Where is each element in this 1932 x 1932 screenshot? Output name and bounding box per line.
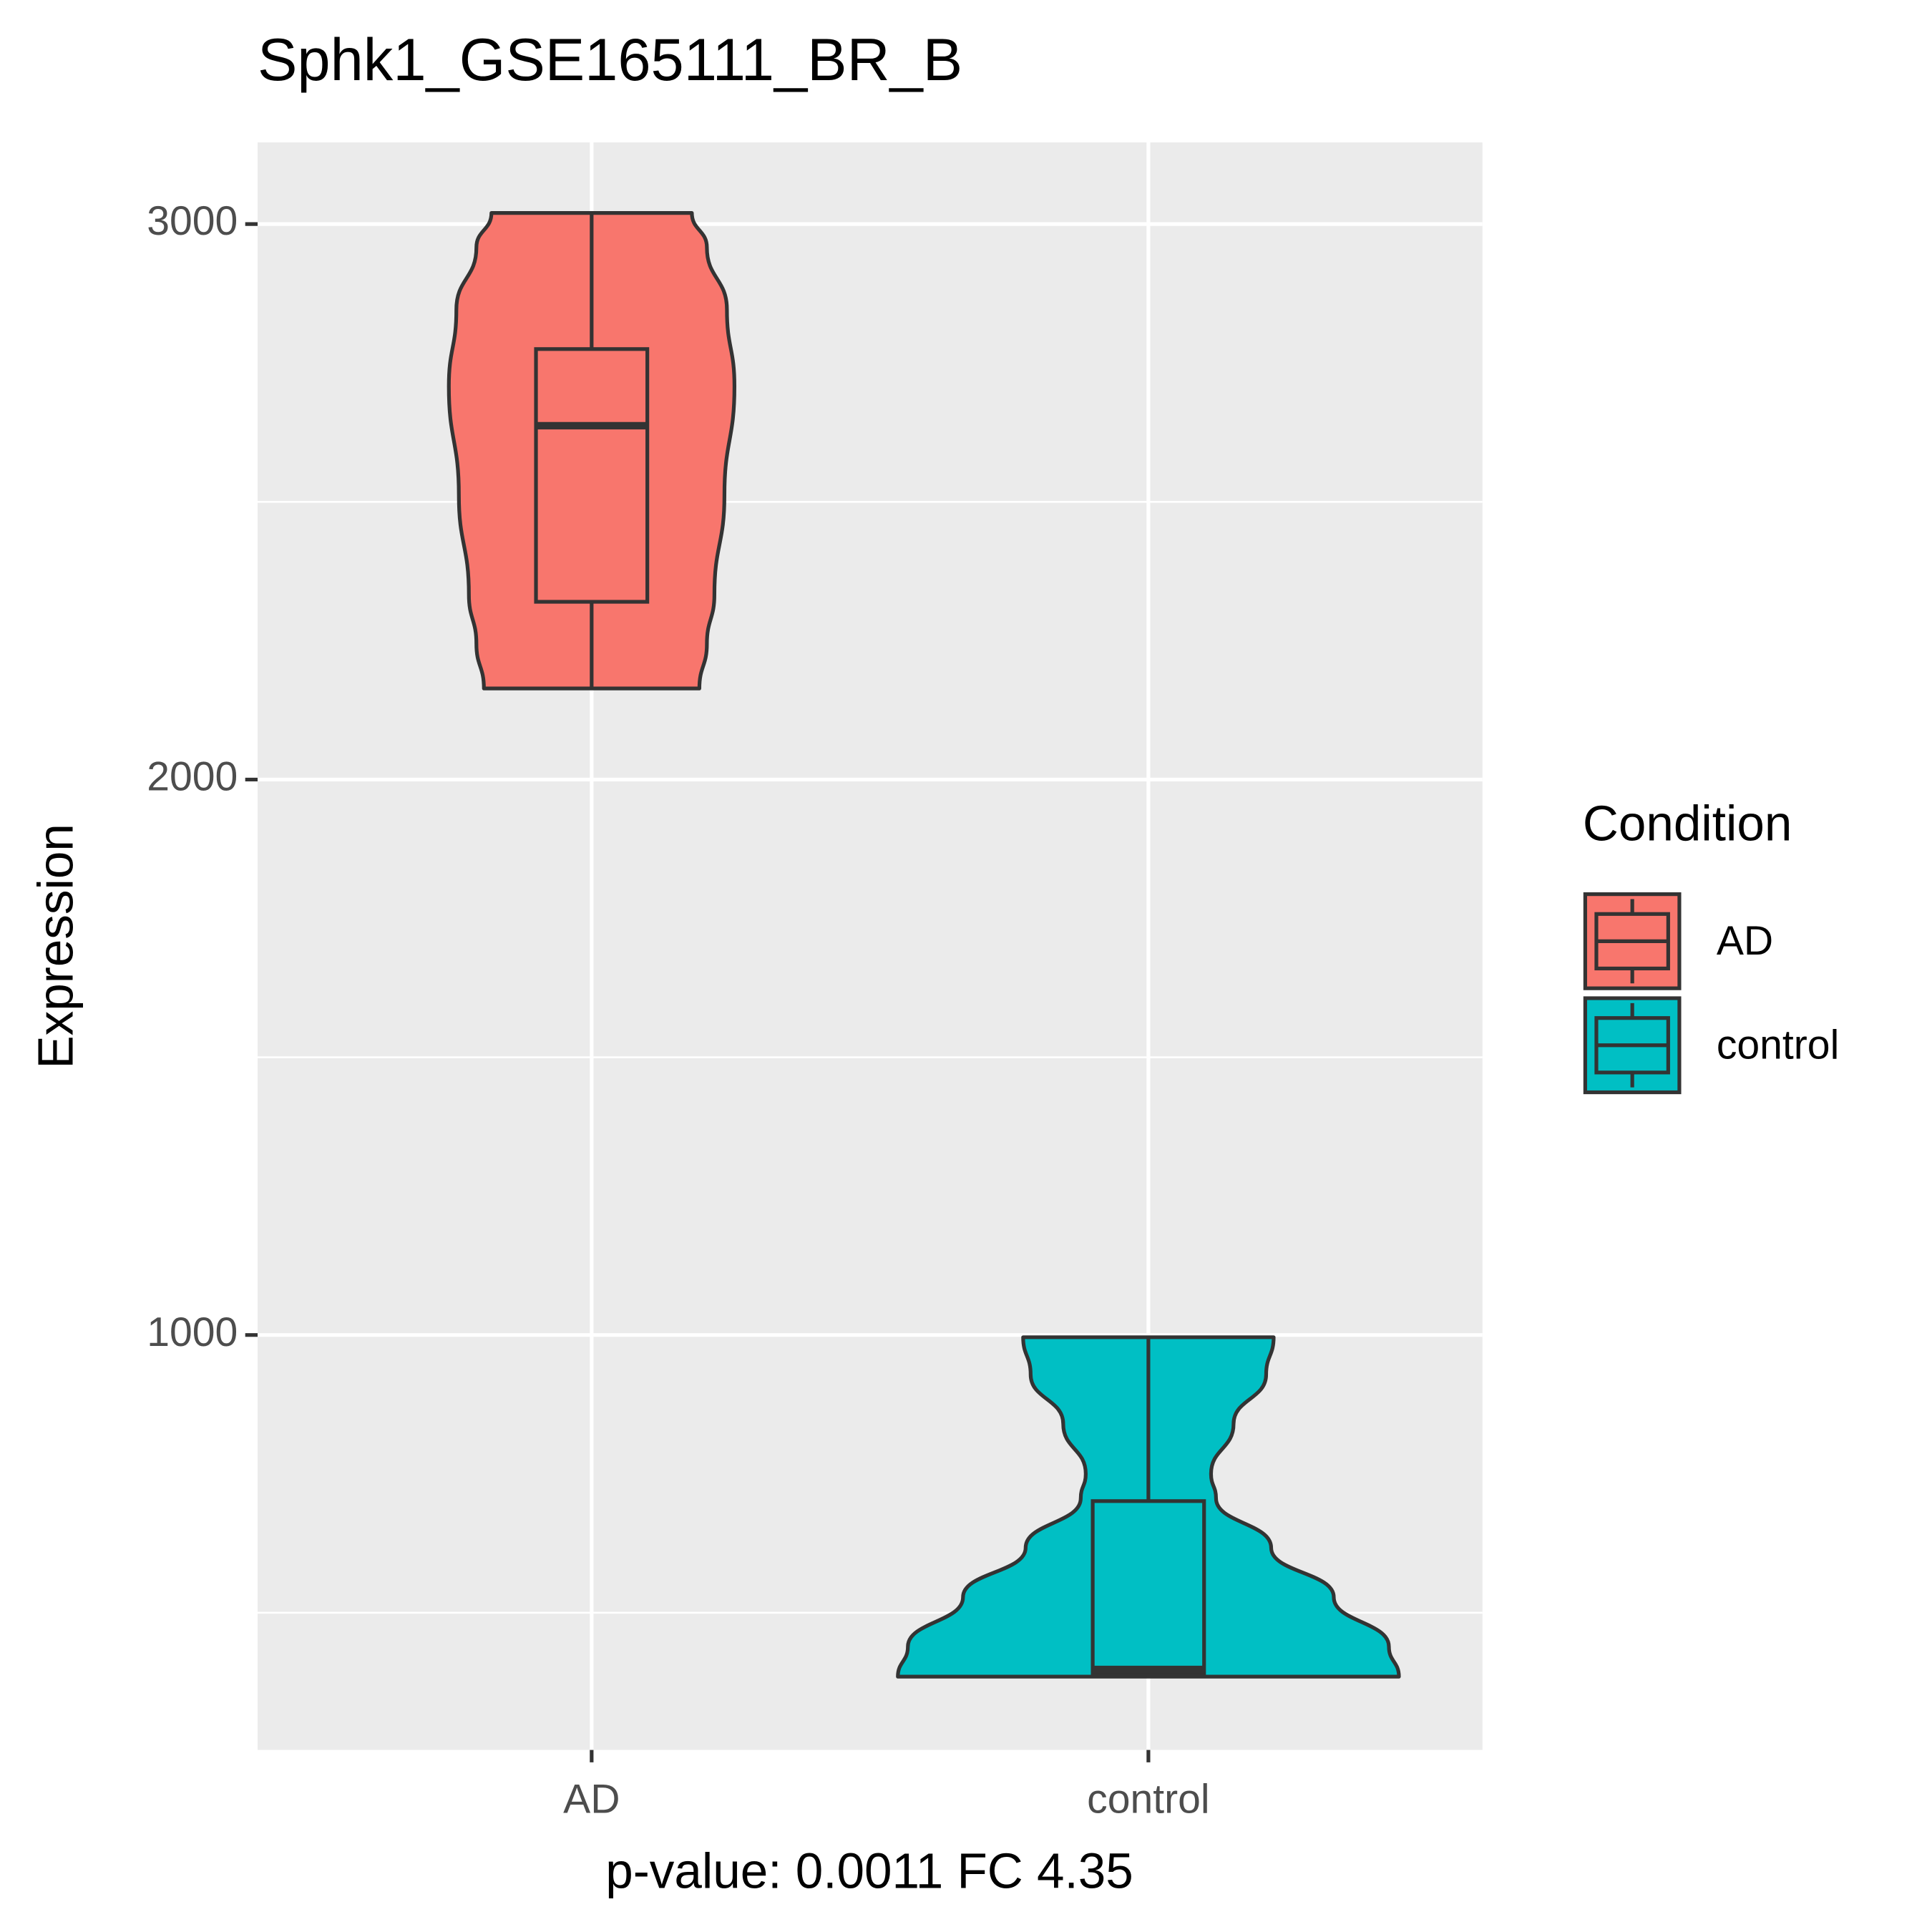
- chart-title: Sphk1_GSE165111_BR_B: [258, 26, 962, 93]
- x-tick-label: AD: [563, 1776, 620, 1822]
- x-tick-label: control: [1087, 1776, 1209, 1822]
- y-axis-label: Expression: [27, 824, 83, 1068]
- legend-label: AD: [1717, 918, 1773, 964]
- box: [534, 347, 650, 604]
- legend-label: control: [1717, 1022, 1839, 1068]
- box: [1091, 1499, 1206, 1676]
- panel: [258, 142, 1483, 1750]
- legend-title: Condition: [1583, 795, 1792, 851]
- y-tick-label: 2000: [147, 754, 238, 800]
- y-tick-label: 1000: [147, 1309, 238, 1355]
- x-axis-label: p-value: 0.0011 FC 4.35: [605, 1843, 1133, 1899]
- y-tick-label: 3000: [147, 198, 238, 244]
